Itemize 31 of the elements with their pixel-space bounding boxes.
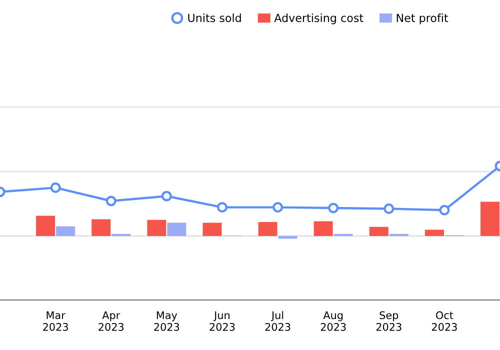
x-tick-label: Jun 2023 bbox=[210, 311, 235, 331]
x-tick-label: Apr 2023 bbox=[98, 311, 124, 331]
bar bbox=[202, 222, 222, 236]
bar bbox=[369, 226, 388, 236]
legend-label: Net profit bbox=[396, 14, 448, 24]
point bbox=[384, 203, 394, 214]
bar bbox=[278, 236, 298, 239]
bar bbox=[147, 220, 166, 236]
bar bbox=[36, 216, 56, 236]
point bbox=[272, 202, 284, 213]
x-tick-label: Oct 2023 bbox=[432, 311, 457, 331]
bar bbox=[480, 202, 500, 236]
x-tick-label: Mar 2023 bbox=[43, 311, 68, 331]
point bbox=[161, 190, 172, 202]
point bbox=[106, 196, 116, 206]
x-tick-label: May 2023 bbox=[154, 311, 180, 331]
bar bbox=[424, 230, 444, 236]
x-tick-label: Sep 2023 bbox=[376, 311, 402, 331]
bar bbox=[56, 226, 76, 236]
x-tick-label: Jul 2023 bbox=[265, 311, 290, 331]
legend-label: Units sold bbox=[188, 14, 241, 22]
bar bbox=[167, 222, 186, 236]
legend-label: Advertising cost bbox=[274, 14, 364, 24]
point bbox=[50, 182, 61, 193]
bar bbox=[314, 221, 333, 236]
point bbox=[328, 202, 339, 214]
x-tick-label: Aug 2023 bbox=[320, 311, 346, 331]
bar bbox=[92, 219, 111, 236]
point bbox=[216, 202, 228, 213]
point bbox=[439, 204, 450, 216]
bar bbox=[258, 222, 278, 236]
